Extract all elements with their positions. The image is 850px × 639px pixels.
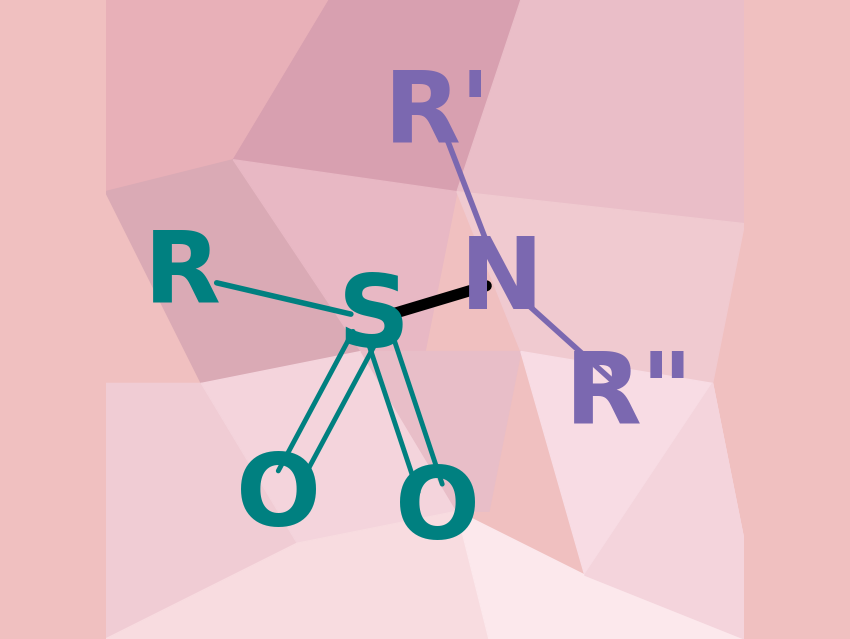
Polygon shape <box>233 0 521 192</box>
Polygon shape <box>105 383 298 639</box>
Polygon shape <box>361 351 521 511</box>
Text: O: O <box>235 450 320 547</box>
Polygon shape <box>585 383 745 639</box>
Polygon shape <box>457 511 745 639</box>
Polygon shape <box>457 192 745 383</box>
Polygon shape <box>201 351 457 543</box>
Text: R": R" <box>565 348 694 445</box>
Text: S: S <box>338 271 410 368</box>
Polygon shape <box>105 0 329 192</box>
Text: N: N <box>460 233 543 330</box>
Polygon shape <box>105 511 489 639</box>
Text: R: R <box>144 226 221 323</box>
Polygon shape <box>521 351 745 575</box>
Text: R': R' <box>384 66 491 164</box>
Text: O: O <box>395 463 480 560</box>
Polygon shape <box>457 0 745 224</box>
Polygon shape <box>105 160 361 383</box>
Polygon shape <box>233 160 457 351</box>
